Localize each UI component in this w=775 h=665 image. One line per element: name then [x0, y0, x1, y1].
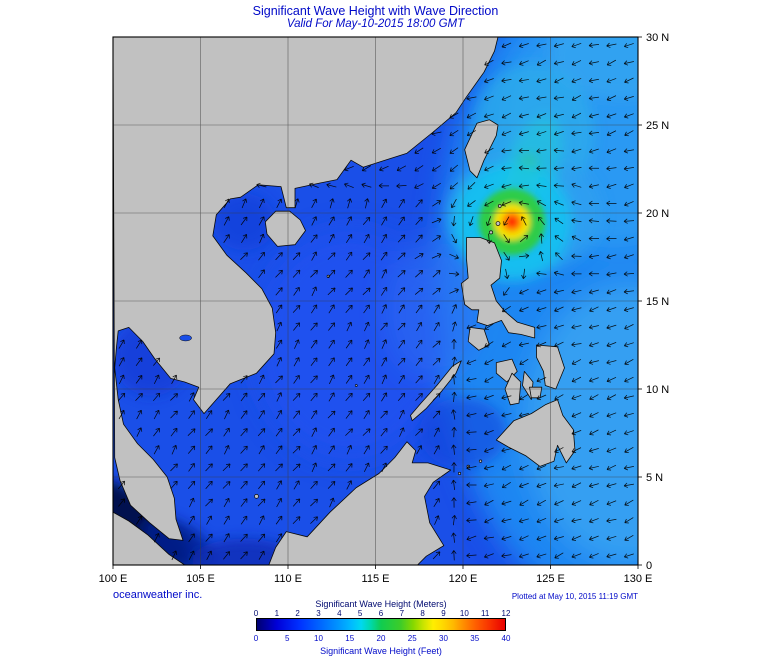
arrow-layer: [117, 42, 635, 561]
x-axis-label: 115 E: [362, 573, 390, 585]
meters-tick: 10: [459, 609, 469, 618]
grid-layer: [113, 37, 638, 565]
x-axis-label: 110 E: [274, 573, 302, 585]
meters-tick: 5: [357, 609, 363, 618]
feet-tick: 10: [314, 634, 323, 643]
y-axis-label: 30 N: [646, 32, 669, 44]
storm-layer: [478, 188, 546, 256]
meters-tick: 1: [274, 609, 280, 618]
colorbar: [256, 618, 506, 631]
land-hainan: [264, 210, 306, 247]
meters-tick: 6: [378, 609, 384, 618]
land-mindoro: [467, 327, 490, 351]
island-dot: [457, 471, 462, 476]
y-axis-label: 25 N: [646, 120, 669, 132]
colorbar-feet-ticks: 0 5 10 15 20 25 30 35 40: [253, 634, 511, 643]
island-dot: [489, 230, 493, 235]
island-dot: [497, 204, 502, 208]
island-dot: [495, 221, 501, 226]
island-dot: [354, 384, 358, 387]
wave-map: 100 E 105 E 110 E 115 E 120 E 125 E 130 E 30 N 2…: [99, 32, 670, 585]
colorbar-feet-label: Significant Wave Height (Feet): [320, 646, 442, 656]
colorbar-meters-ticks: 0 1 2 3 4 5 6 7 8 9 10 11 12: [253, 609, 511, 618]
land-borneo: [268, 441, 452, 565]
meters-tick: 9: [441, 609, 446, 618]
x-axis-label: 105 E: [186, 573, 215, 585]
land-layer: [113, 37, 576, 565]
axis-labels: 100 E 105 E 110 E 115 E 120 E 125 E 130 E 30 N 2…: [99, 32, 670, 585]
land-taiwan: [464, 119, 499, 179]
feet-tick: 15: [345, 634, 355, 643]
meters-tick: 2: [295, 609, 300, 618]
meters-tick: 11: [481, 609, 490, 618]
x-axis-label: 100 E: [99, 573, 128, 585]
y-axis-label: 0: [646, 560, 652, 572]
meters-tick: 4: [337, 609, 342, 618]
x-axis-label: 130 E: [624, 573, 653, 585]
chart-title: Significant Wave Height with Wave Direct…: [252, 4, 499, 18]
y-axis-label: 5 N: [646, 472, 663, 484]
map-canvas: [113, 37, 638, 565]
island-dot: [478, 459, 483, 463]
y-axis-label: 15 N: [646, 296, 669, 308]
land-mainland-asia: [113, 37, 499, 541]
feet-tick: 40: [501, 634, 511, 643]
colorbar-meters-label: Significant Wave Height (Meters): [315, 599, 447, 609]
feet-tick: 30: [439, 634, 448, 643]
y-axis-label: 20 N: [646, 208, 669, 220]
meters-tick: 0: [253, 609, 259, 618]
lake: [179, 334, 192, 342]
y-axis-label: 10 N: [646, 384, 669, 396]
plotted-at-text: Plotted at May 10, 2015 11:19 GMT: [511, 592, 638, 601]
feet-tick: 5: [285, 634, 290, 643]
feet-tick: 20: [376, 634, 386, 643]
meters-tick: 7: [399, 609, 405, 618]
x-axis-label: 125 E: [536, 573, 565, 585]
chart-subtitle: Valid For May-10-2015 18:00 GMT: [286, 18, 465, 30]
island-dot: [254, 494, 259, 499]
credit-text: oceanweather inc.: [113, 589, 203, 601]
meters-tick: 8: [420, 609, 425, 618]
feet-tick: 0: [253, 634, 259, 643]
meters-tick: 12: [501, 609, 511, 618]
land-luzon: [460, 237, 536, 339]
feet-tick: 35: [470, 634, 480, 643]
land-sumatra: [113, 511, 186, 565]
x-axis-label: 120 E: [449, 573, 478, 585]
meters-tick: 3: [316, 609, 321, 618]
feet-tick: 25: [407, 634, 417, 643]
